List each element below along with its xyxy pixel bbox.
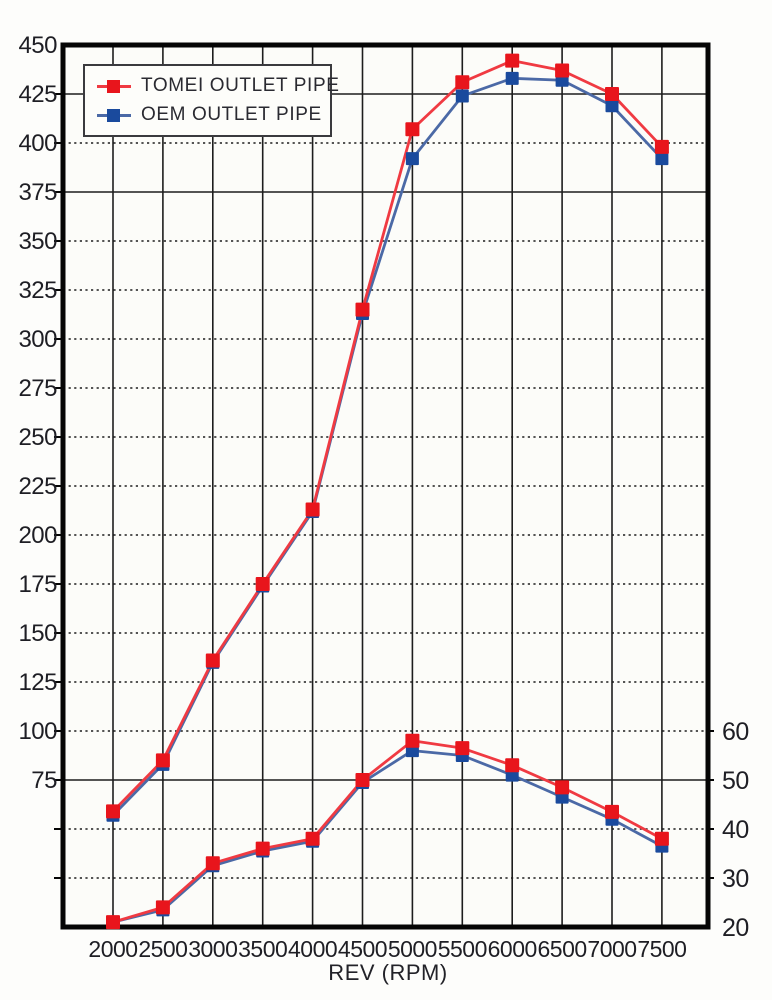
y-left-tick-label: 175 (18, 571, 57, 598)
tomei-torque-marker (505, 758, 520, 773)
tomei-power-marker (605, 87, 619, 101)
y-left-tick-label: 150 (18, 620, 57, 647)
tomei-torque-line (112, 739, 663, 924)
tomei-torque-marker (205, 856, 220, 871)
x-tick-label: 7500 (637, 936, 686, 962)
y-left-tick-label: 200 (18, 522, 57, 549)
legend-tomei-marker-icon (97, 79, 131, 94)
x-tick-label: 2500 (138, 936, 187, 962)
tomei-power-marker (455, 75, 470, 90)
oem-power-marker (455, 89, 469, 103)
x-tick-label: 3500 (238, 936, 287, 962)
legend-oem-square (107, 108, 120, 122)
x-tick-label: 4500 (338, 936, 387, 962)
tomei-torque-marker (106, 915, 120, 930)
oem-power-marker (605, 99, 619, 113)
oem-power-marker (655, 152, 669, 166)
y-left-tick-label: 400 (18, 130, 57, 157)
x-tick-label: 2000 (88, 936, 137, 962)
x-tick-label: 5500 (438, 936, 487, 962)
y-left-tick-label: 325 (18, 277, 57, 304)
legend-item-oem: OEM OUTLET PIPE (97, 104, 330, 126)
tomei-torque-marker (654, 831, 669, 846)
y-left-tick-label: 450 (18, 32, 57, 59)
y-right-tick-label: 20 (722, 914, 749, 942)
y-left-tick-label: 425 (18, 81, 57, 108)
y-left-tick-label: 225 (18, 473, 57, 500)
tomei-power-marker (355, 302, 370, 317)
tomei-power-marker (106, 804, 120, 819)
y-right-tick-label: 60 (722, 718, 749, 746)
legend-label-oem: OEM OUTLET PIPE (141, 104, 322, 125)
tomei-power-marker (505, 53, 520, 68)
tomei-torque-marker (255, 841, 270, 856)
tomei-power-marker (555, 63, 570, 78)
x-axis-title: REV (RPM) (328, 960, 448, 985)
tomei-torque-marker (405, 733, 420, 748)
y-right-tick-label: 40 (722, 816, 749, 844)
tomei-power-marker (405, 122, 420, 137)
y-left-tick-label: 250 (18, 424, 57, 451)
y-right-tick-label: 30 (722, 865, 749, 893)
tomei-power-marker (305, 502, 320, 517)
x-tick-label: 4000 (288, 936, 337, 962)
legend: TOMEI OUTLET PIPE OEM OUTLET PIPE (83, 64, 339, 137)
oem-torque-line (112, 749, 663, 924)
y-right-tick-label: 50 (722, 767, 749, 795)
x-tick-label: 6000 (488, 936, 537, 962)
plot-border (60, 42, 711, 930)
tomei-torque-marker (455, 741, 470, 756)
y-left-tick-label: 350 (18, 228, 57, 255)
y-left-tick-label: 275 (18, 375, 57, 402)
y-left-tick-label: 300 (18, 326, 57, 353)
tomei-torque-marker (605, 804, 619, 819)
legend-tomei-square (107, 79, 120, 93)
x-tick-label: 3000 (188, 936, 237, 962)
x-tick-label: 7000 (587, 936, 636, 962)
tomei-power-marker (255, 577, 270, 591)
tomei-torque-marker (155, 900, 170, 915)
y-left-tick-label: 375 (18, 179, 57, 206)
tomei-power-marker (205, 653, 220, 668)
y-left-tick-label: 75 (31, 767, 57, 794)
oem-power-marker (505, 71, 519, 85)
legend-label-tomei: TOMEI OUTLET PIPE (141, 75, 340, 96)
tomei-torque-marker (305, 831, 320, 846)
tomei-power-marker (654, 139, 669, 154)
oem-power-marker (405, 152, 419, 166)
y-left-tick-label: 100 (18, 718, 57, 745)
x-tick-label: 5000 (388, 936, 437, 962)
x-tick-label: 6500 (538, 936, 587, 962)
tomei-power-line (111, 59, 663, 813)
y-left-tick-label: 125 (18, 669, 57, 696)
tomei-torque-marker (355, 773, 370, 787)
legend-item-tomei: TOMEI OUTLET PIPE (97, 75, 339, 97)
tomei-power-marker (155, 753, 170, 768)
tomei-torque-marker (555, 780, 570, 795)
legend-oem-marker-icon (97, 108, 131, 123)
